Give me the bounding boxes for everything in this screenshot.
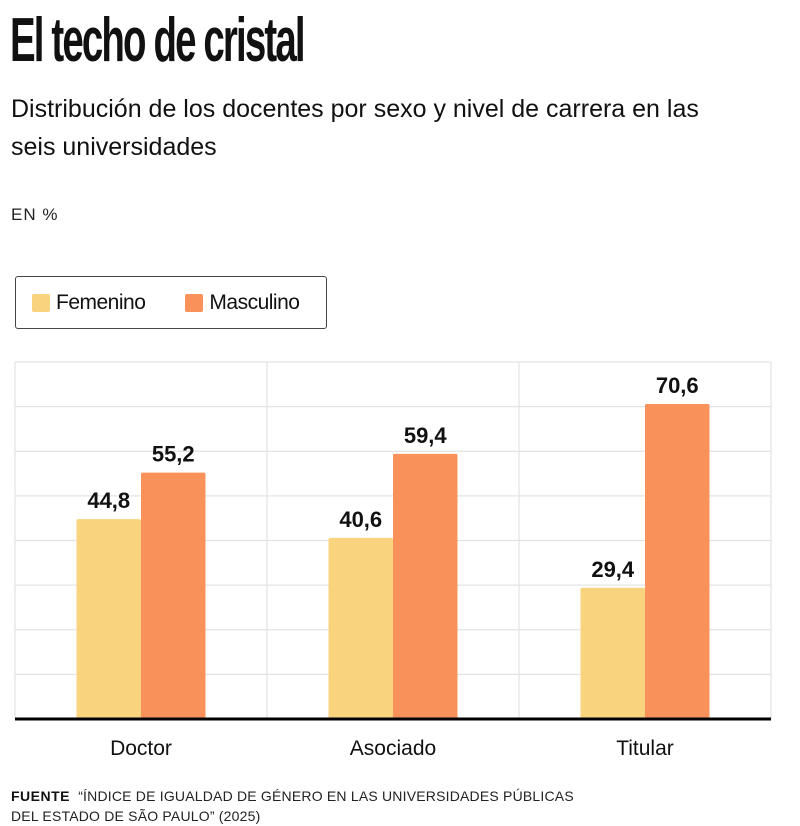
- data-label: 29,4: [591, 557, 635, 582]
- bar-masculino-titular: [645, 403, 710, 719]
- source-text: “ÍNDICE DE IGUALDAD DE GÉNERO EN LAS UNI…: [78, 788, 574, 804]
- source-note: FUENTE “ÍNDICE DE IGUALDAD DE GÉNERO EN …: [11, 786, 574, 826]
- legend-swatch-femenino: [32, 293, 50, 312]
- data-label: 44,8: [87, 488, 130, 513]
- x-tick-label: Doctor: [110, 737, 172, 760]
- bar-masculino-asociado: [393, 453, 458, 719]
- page-title: El techo de cristal: [10, 6, 306, 75]
- bar-femenino-titular: [580, 587, 645, 719]
- bar-femenino-doctor: [76, 519, 141, 719]
- x-tick-label: Titular: [616, 737, 674, 760]
- data-label: 70,6: [656, 373, 699, 398]
- bar-masculino-doctor: [141, 472, 206, 719]
- legend-swatch-masculino: [185, 293, 204, 312]
- data-label: 59,4: [404, 423, 448, 448]
- source-text-line2: DEL ESTADO DE SÃO PAULO” (2025): [11, 808, 261, 824]
- legend: Femenino Masculino: [15, 276, 327, 329]
- chart-subtitle: Distribución de los docentes por sexo y …: [11, 95, 699, 161]
- data-label: 40,6: [339, 507, 382, 532]
- legend-label-femenino: Femenino: [56, 290, 146, 314]
- data-label: 55,2: [152, 442, 195, 467]
- source-label: FUENTE: [11, 788, 70, 804]
- legend-item-masculino: Masculino: [185, 290, 300, 315]
- bar-femenino-asociado: [328, 537, 393, 719]
- legend-label-masculino: Masculino: [209, 290, 300, 314]
- legend-item-femenino: Femenino: [32, 290, 146, 315]
- x-tick-label: Asociado: [350, 737, 436, 760]
- unit-label: EN %: [11, 205, 59, 224]
